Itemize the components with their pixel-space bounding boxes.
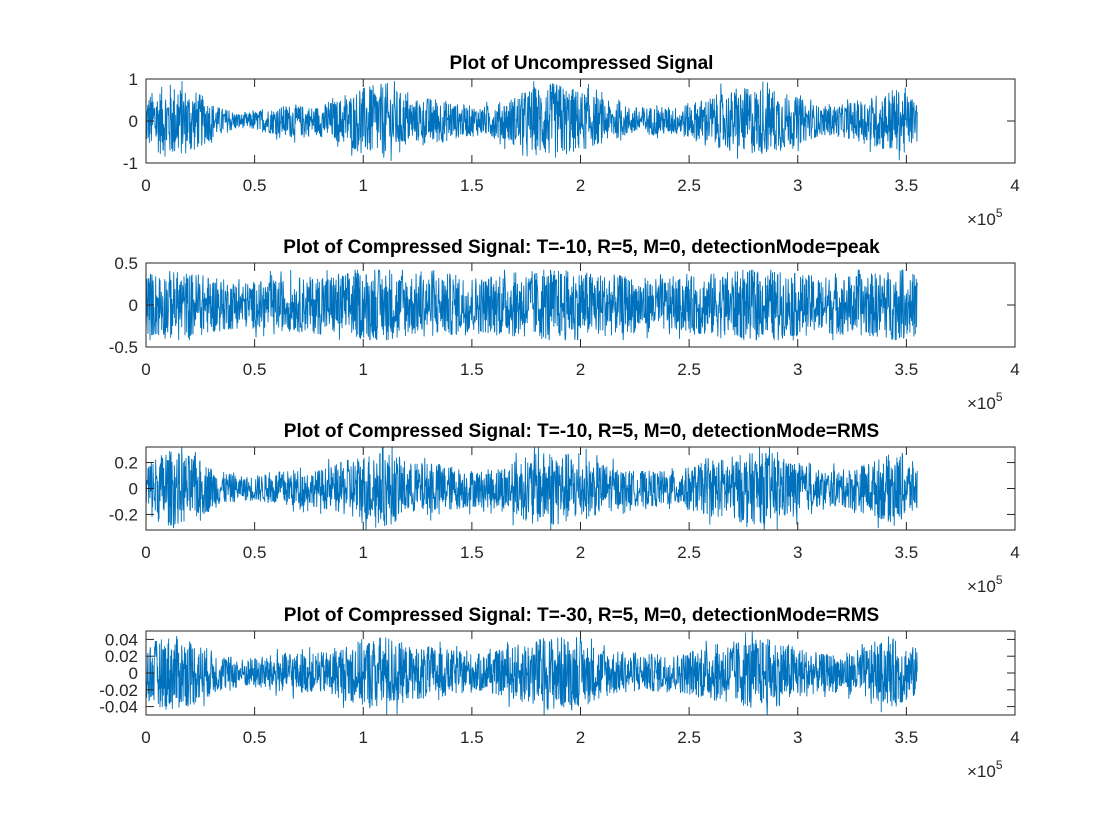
y-tick-label: 0.2 [114, 454, 138, 473]
y-tick-label: -0.04 [99, 698, 138, 717]
subplot-title: Plot of Compressed Signal: T=-30, R=5, M… [284, 605, 879, 626]
x-tick-label: 4 [1010, 543, 1019, 562]
subplot-4: 0 0.5 1 1.5 2 2.5 3 3.5 40.040.020-0.02-0.04Plot… [99, 605, 1019, 781]
x-axis-multiplier-base: ×10 [967, 762, 996, 781]
x-tick-label: 1 [359, 543, 368, 562]
x-tick-label: 0 [141, 360, 150, 379]
y-tick-label: 0 [129, 664, 138, 683]
x-tick-label: 3.5 [895, 176, 919, 195]
y-tick-label: 0.04 [105, 630, 138, 649]
x-axis-multiplier-base: ×10 [967, 577, 996, 596]
x-tick-label: 3 [793, 728, 802, 747]
x-axis-multiplier-base: ×10 [967, 394, 996, 413]
x-tick-label: 2.5 [677, 360, 701, 379]
y-tick-label: -0.02 [99, 681, 138, 700]
y-tick-label: 0.5 [114, 254, 138, 273]
x-tick-label: 3.5 [895, 543, 919, 562]
x-axis-multiplier-base: ×10 [967, 210, 996, 229]
x-tick-label: 4 [1010, 728, 1019, 747]
x-tick-label: 3.5 [895, 728, 919, 747]
x-axis-multiplier: ×105 [967, 758, 1003, 781]
x-tick-label: 0 [141, 728, 150, 747]
y-tick-label: 0.02 [105, 647, 138, 666]
x-tick-label: 2 [576, 176, 585, 195]
x-tick-label: 1 [359, 360, 368, 379]
x-tick-label: 2 [576, 728, 585, 747]
x-axis-multiplier-exponent: 5 [996, 206, 1003, 220]
x-axis-multiplier: ×105 [967, 573, 1003, 596]
x-axis-multiplier-exponent: 5 [996, 573, 1003, 587]
x-tick-label: 1.5 [460, 360, 484, 379]
x-tick-label: 3 [793, 176, 802, 195]
y-tick-label: 0 [129, 480, 138, 499]
x-tick-label: 4 [1010, 360, 1019, 379]
signal-line [145, 269, 918, 341]
x-tick-label: 3.5 [895, 360, 919, 379]
x-tick-label: 0.5 [243, 728, 267, 747]
x-tick-label: 2.5 [677, 728, 701, 747]
x-tick-label: 1.5 [460, 176, 484, 195]
x-tick-label: 1 [359, 728, 368, 747]
y-tick-label: -0.2 [109, 505, 138, 524]
x-tick-label: 2 [576, 543, 585, 562]
x-tick-label: 0 [141, 176, 150, 195]
x-tick-label: 0 [141, 543, 150, 562]
x-tick-label: 1.5 [460, 543, 484, 562]
x-tick-label: 0.5 [243, 543, 267, 562]
x-tick-label: 1 [359, 176, 368, 195]
y-tick-label: 1 [129, 70, 138, 89]
x-tick-label: 2.5 [677, 543, 701, 562]
y-tick-label: 0 [129, 296, 138, 315]
x-tick-label: 3 [793, 360, 802, 379]
subplot-title: Plot of Compressed Signal: T=-10, R=5, M… [283, 237, 880, 258]
y-tick-label: -0.5 [109, 338, 138, 357]
x-tick-label: 0.5 [243, 360, 267, 379]
y-tick-label: 0 [129, 112, 138, 131]
signal-line [145, 630, 918, 716]
x-tick-label: 2 [576, 360, 585, 379]
x-tick-label: 4 [1010, 176, 1019, 195]
x-tick-label: 1.5 [460, 728, 484, 747]
subplot-title: Plot of Uncompressed Signal [450, 53, 714, 74]
x-axis-multiplier-exponent: 5 [996, 390, 1003, 404]
x-axis-multiplier: ×105 [967, 206, 1003, 229]
x-tick-label: 3 [793, 543, 802, 562]
subplot-title: Plot of Compressed Signal: T=-10, R=5, M… [284, 421, 879, 442]
y-tick-label: -1 [123, 154, 138, 173]
x-axis-multiplier-exponent: 5 [996, 758, 1003, 772]
signal-line [145, 446, 918, 531]
signal-line [145, 81, 918, 161]
x-tick-label: 0.5 [243, 176, 267, 195]
x-tick-label: 2.5 [677, 176, 701, 195]
x-axis-multiplier: ×105 [967, 390, 1003, 413]
